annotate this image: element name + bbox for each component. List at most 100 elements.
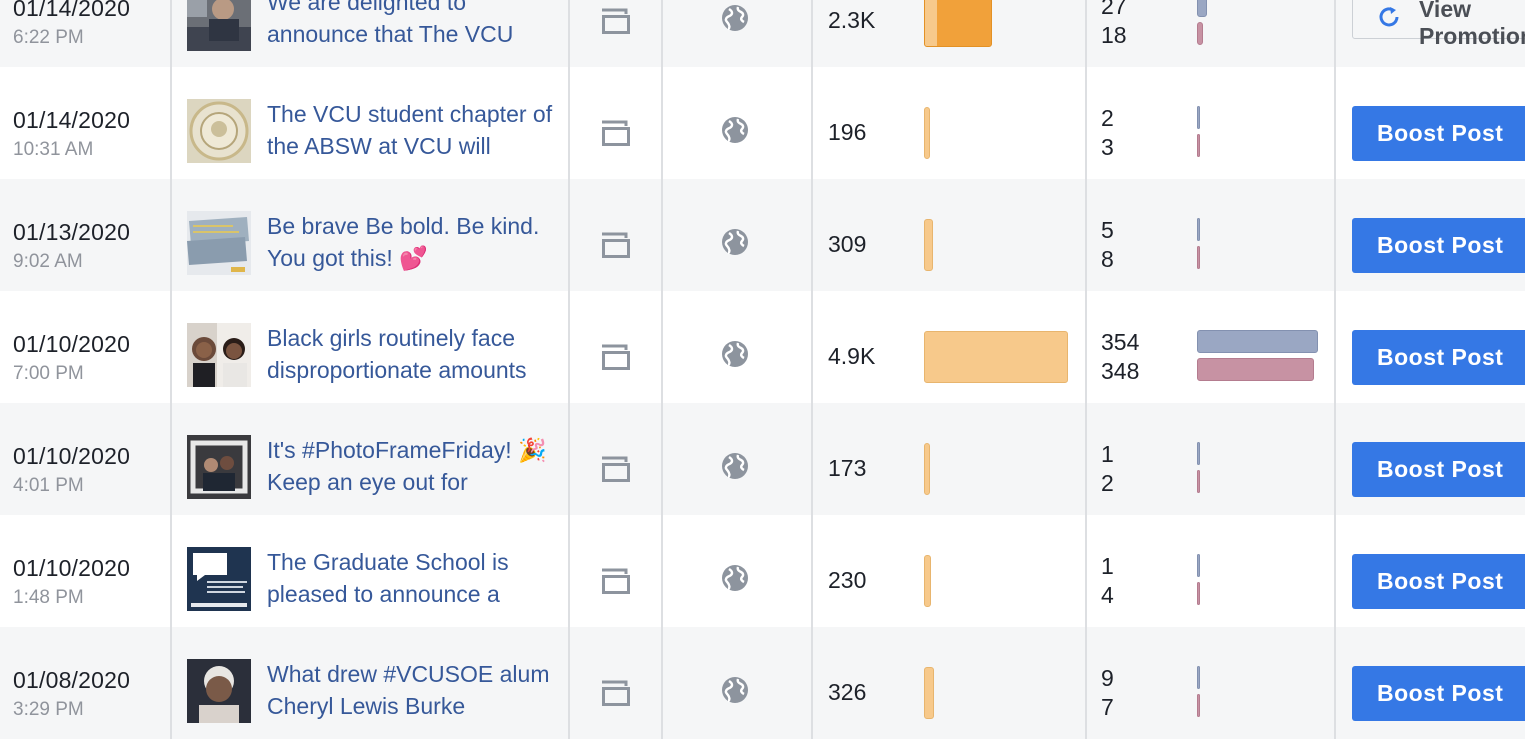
album-icon: [598, 6, 632, 36]
engagement-clicks-value: 2: [1101, 105, 1114, 131]
boost-post-button[interactable]: Boost Post: [1352, 330, 1525, 385]
post-text-link[interactable]: We are delighted to announce that The VC…: [267, 0, 514, 47]
globe-icon: [720, 115, 750, 145]
album-icon: [598, 118, 632, 148]
post-text-link[interactable]: The VCU student chapter of the ABSW at V…: [267, 101, 553, 159]
table-row: 01/10/2020 1:48 PM The Graduate School i…: [0, 515, 1525, 627]
boost-post-button[interactable]: Boost Post: [1352, 666, 1525, 721]
table-row: 01/14/2020 6:22 PM We are delighted to a…: [0, 0, 1525, 67]
post-thumbnail[interactable]: [187, 323, 251, 387]
globe-icon: [720, 227, 750, 257]
globe-icon: [720, 451, 750, 481]
post-thumbnail[interactable]: [187, 211, 251, 275]
post-time: 1:48 PM: [13, 587, 84, 608]
album-icon: [598, 230, 632, 260]
reach-value: 326: [828, 679, 867, 705]
table-row: 01/08/2020 3:29 PM What drew #VCUSOE alu…: [0, 627, 1525, 739]
boost-post-button[interactable]: Boost Post: [1352, 442, 1525, 497]
globe-icon: [720, 563, 750, 593]
post-time: 6:22 PM: [13, 27, 84, 48]
post-text-link[interactable]: Black girls routinely face disproportion…: [267, 325, 527, 383]
engagement-clicks-bar: [1197, 666, 1200, 689]
column-divider: [1334, 0, 1336, 739]
boost-post-button[interactable]: Boost Post: [1352, 554, 1525, 609]
album-icon: [598, 342, 632, 372]
globe-icon: [720, 339, 750, 369]
reach-bar: [924, 0, 992, 47]
engagement-clicks-bar: [1197, 218, 1200, 241]
post-date: 01/08/2020: [13, 667, 131, 693]
engagement-clicks-value: 1: [1101, 553, 1114, 579]
album-icon: [598, 454, 632, 484]
post-thumbnail[interactable]: [187, 435, 251, 499]
post-text-link[interactable]: Be brave Be bold. Be kind. You got this!…: [267, 213, 540, 271]
table-row: 01/10/2020 7:00 PM Black girls routinely…: [0, 291, 1525, 403]
table-row: 01/13/2020 9:02 AM Be brave Be bold. Be …: [0, 179, 1525, 291]
engagement-clicks-bar: [1197, 0, 1207, 17]
engagement-reactions-bar: [1197, 582, 1200, 605]
reach-bar: [924, 219, 933, 271]
engagement-clicks-value: 354: [1101, 329, 1140, 355]
reach-bar: [924, 443, 930, 495]
table-row: 01/14/2020 10:31 AM The VCU student chap…: [0, 67, 1525, 179]
engagement-reactions-value: 2: [1101, 470, 1114, 496]
globe-icon: [720, 675, 750, 705]
engagement-reactions-value: 8: [1101, 246, 1114, 272]
engagement-reactions-bar: [1197, 470, 1200, 493]
engagement-reactions-value: 4: [1101, 582, 1114, 608]
view-promotion-label: View Promotion: [1419, 0, 1525, 49]
engagement-reactions-value: 348: [1101, 358, 1140, 384]
engagement-reactions-bar: [1197, 22, 1203, 45]
post-time: 7:00 PM: [13, 363, 84, 384]
engagement-clicks-value: 1: [1101, 441, 1114, 467]
table-row: 01/10/2020 4:01 PM It's #PhotoFrameFrida…: [0, 403, 1525, 515]
boost-post-button[interactable]: Boost Post: [1352, 218, 1525, 273]
post-text-link[interactable]: What drew #VCUSOE alum Cheryl Lewis Burk…: [267, 661, 550, 719]
post-date: 01/14/2020: [13, 0, 131, 21]
reach-value: 173: [828, 455, 867, 481]
boost-post-button[interactable]: Boost Post: [1352, 106, 1525, 161]
engagement-reactions-bar: [1197, 358, 1314, 381]
reach-bar: [924, 331, 1068, 383]
post-time: 4:01 PM: [13, 475, 84, 496]
post-thumbnail[interactable]: [187, 99, 251, 163]
album-icon: [598, 678, 632, 708]
engagement-clicks-value: 27: [1101, 0, 1127, 19]
engagement-clicks-value: 5: [1101, 217, 1114, 243]
reach-bar: [924, 555, 931, 607]
refresh-icon: [1377, 5, 1401, 35]
reach-bar: [924, 667, 934, 719]
column-divider: [170, 0, 172, 739]
engagement-clicks-value: 9: [1101, 665, 1114, 691]
post-time: 9:02 AM: [13, 251, 83, 272]
post-thumbnail[interactable]: [187, 659, 251, 723]
post-text-link[interactable]: It's #PhotoFrameFriday! 🎉 Keep an eye ou…: [267, 437, 547, 495]
post-time: 10:31 AM: [13, 139, 94, 160]
engagement-clicks-bar: [1197, 330, 1318, 353]
column-divider: [811, 0, 813, 739]
post-thumbnail[interactable]: [187, 0, 251, 51]
post-text-link[interactable]: The Graduate School is pleased to announ…: [267, 549, 509, 607]
reach-value: 4.9K: [828, 343, 876, 369]
engagement-reactions-bar: [1197, 246, 1200, 269]
post-date: 01/10/2020: [13, 555, 131, 581]
engagement-clicks-bar: [1197, 442, 1200, 465]
engagement-clicks-bar: [1197, 106, 1200, 129]
reach-value: 2.3K: [828, 7, 876, 33]
globe-icon: [720, 3, 750, 33]
reach-value: 230: [828, 567, 867, 593]
view-promotion-button[interactable]: View Promotion: [1352, 0, 1525, 49]
album-icon: [598, 566, 632, 596]
reach-value: 309: [828, 231, 867, 257]
engagement-reactions-bar: [1197, 694, 1200, 717]
engagement-reactions-value: 3: [1101, 134, 1114, 160]
column-divider: [661, 0, 663, 739]
post-date: 01/13/2020: [13, 219, 131, 245]
engagement-reactions-value: 7: [1101, 694, 1114, 720]
column-divider: [568, 0, 570, 739]
post-thumbnail[interactable]: [187, 547, 251, 611]
post-date: 01/14/2020: [13, 107, 131, 133]
engagement-reactions-value: 18: [1101, 22, 1127, 48]
engagement-clicks-bar: [1197, 554, 1200, 577]
